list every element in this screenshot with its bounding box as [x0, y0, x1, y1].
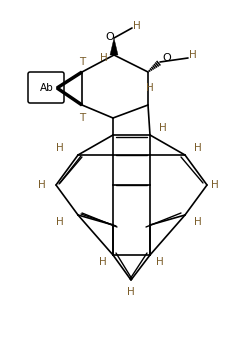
Text: H: H: [193, 217, 201, 227]
Text: H: H: [188, 50, 196, 60]
Text: T: T: [79, 113, 85, 123]
Text: H: H: [100, 53, 107, 63]
Text: O: O: [162, 53, 171, 63]
Text: Ab: Ab: [40, 83, 54, 93]
Text: H: H: [210, 180, 218, 190]
Text: H: H: [127, 287, 134, 297]
Text: H: H: [56, 143, 64, 153]
Text: T: T: [79, 57, 85, 67]
Text: O: O: [105, 32, 114, 42]
Text: H: H: [158, 123, 166, 133]
Text: H: H: [193, 143, 201, 153]
Text: H: H: [38, 180, 46, 190]
Text: H: H: [99, 257, 106, 267]
FancyBboxPatch shape: [28, 72, 64, 103]
Text: H: H: [133, 21, 140, 31]
Text: H: H: [56, 217, 64, 227]
Polygon shape: [109, 38, 118, 55]
Text: H: H: [146, 83, 153, 93]
Text: H: H: [155, 257, 163, 267]
